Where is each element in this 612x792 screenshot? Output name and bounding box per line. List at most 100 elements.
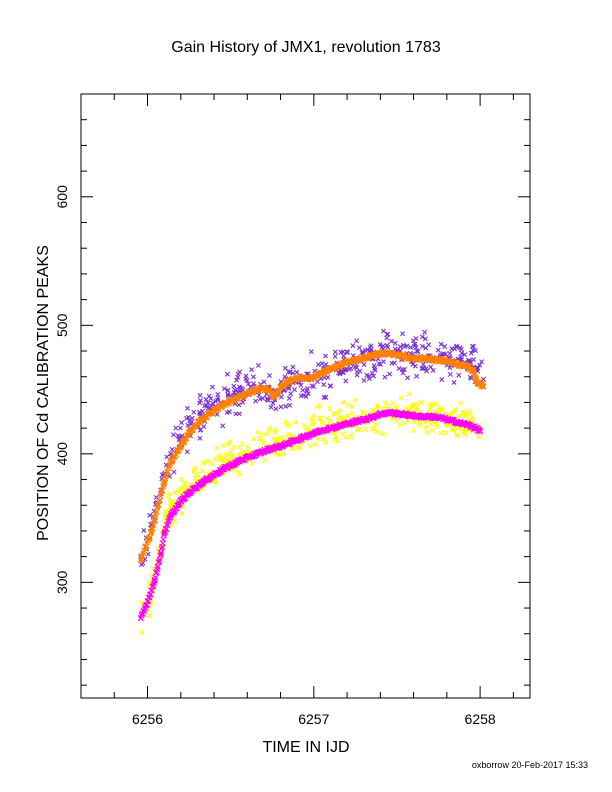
data-point (236, 402, 242, 408)
data-point (294, 369, 300, 375)
x-tick-label: 6258 (465, 711, 496, 727)
data-point (410, 338, 416, 344)
data-point (283, 419, 289, 425)
data-point (308, 415, 314, 421)
data-point (433, 420, 439, 426)
data-point (234, 377, 240, 383)
x-tick-label: 6257 (298, 711, 329, 727)
data-point (418, 399, 424, 405)
data-point (331, 411, 337, 417)
data-point (372, 367, 378, 373)
data-point (239, 441, 245, 447)
data-point (362, 426, 368, 432)
data-point (374, 403, 380, 409)
data-point (355, 427, 361, 433)
data-point (189, 415, 195, 421)
data-point (437, 404, 443, 410)
data-point (220, 423, 226, 429)
data-point (346, 366, 352, 372)
data-point (167, 503, 173, 509)
data-point (201, 460, 207, 466)
data-point (409, 403, 415, 409)
data-point (397, 422, 403, 428)
data-point (469, 414, 475, 420)
data-point (406, 391, 412, 397)
data-point (371, 425, 377, 431)
data-point (243, 373, 249, 379)
data-point (394, 404, 399, 410)
data-point (319, 419, 325, 425)
data-point (422, 329, 428, 335)
data-point (433, 401, 439, 407)
data-point (238, 386, 244, 392)
data-point (303, 394, 309, 400)
data-point (459, 350, 465, 356)
data-point (214, 411, 220, 417)
data-point (150, 518, 157, 525)
data-point (447, 350, 453, 356)
data-point (365, 347, 371, 353)
data-point (317, 403, 323, 408)
data-point (141, 527, 147, 533)
data-point (462, 352, 468, 358)
data-point (298, 393, 304, 399)
data-point (382, 374, 388, 380)
data-point (223, 453, 229, 459)
data-point (427, 406, 433, 412)
data-point (282, 365, 288, 371)
data-point (235, 371, 241, 377)
data-point (338, 415, 344, 421)
data-point (348, 432, 354, 438)
data-point (201, 460, 207, 465)
data-point (327, 405, 333, 411)
data-point (411, 419, 417, 425)
data-point (240, 399, 246, 405)
data-point (175, 433, 181, 439)
footer-credit: oxborrow 20-Feb-2017 15:33 (472, 760, 588, 770)
y-axis-label: POSITION OF Cd CALIBRATION PEAKS (35, 245, 52, 541)
data-point (147, 613, 153, 619)
data-point (139, 600, 145, 606)
data-point (311, 384, 316, 390)
plot-frame (80, 93, 531, 699)
data-point (210, 400, 216, 406)
data-point (388, 338, 394, 344)
data-point (442, 344, 448, 350)
data-point (220, 443, 226, 449)
data-point (380, 431, 386, 437)
data-point (412, 363, 418, 369)
data-point (333, 433, 339, 439)
data-point (349, 410, 355, 416)
data-point (261, 379, 267, 385)
data-point (380, 359, 386, 365)
data-point (158, 490, 165, 497)
axis-tick-labels: 6256 6257 6258 300 400 500 600 (54, 185, 496, 727)
data-point (267, 425, 273, 431)
data-point (191, 467, 197, 473)
data-point (285, 369, 291, 375)
data-point (221, 386, 227, 392)
data-point (428, 421, 434, 427)
data-point (286, 395, 292, 401)
data-point (327, 383, 333, 389)
data-point (293, 419, 299, 425)
data-point (289, 446, 295, 452)
data-point (227, 439, 233, 445)
data-point (249, 367, 255, 373)
data-point (346, 402, 352, 408)
data-point (423, 425, 429, 431)
data-point (383, 400, 388, 405)
data-point (228, 449, 234, 455)
data-point (182, 480, 188, 486)
data-point (319, 361, 325, 367)
data-point (214, 445, 220, 451)
data-point (298, 382, 304, 388)
data-point (215, 397, 221, 403)
data-point (315, 436, 321, 442)
data-point (419, 343, 425, 349)
data-point (408, 344, 414, 350)
data-point (338, 349, 344, 355)
data-point (428, 403, 434, 409)
data-point (162, 509, 168, 515)
data-point (250, 374, 256, 380)
